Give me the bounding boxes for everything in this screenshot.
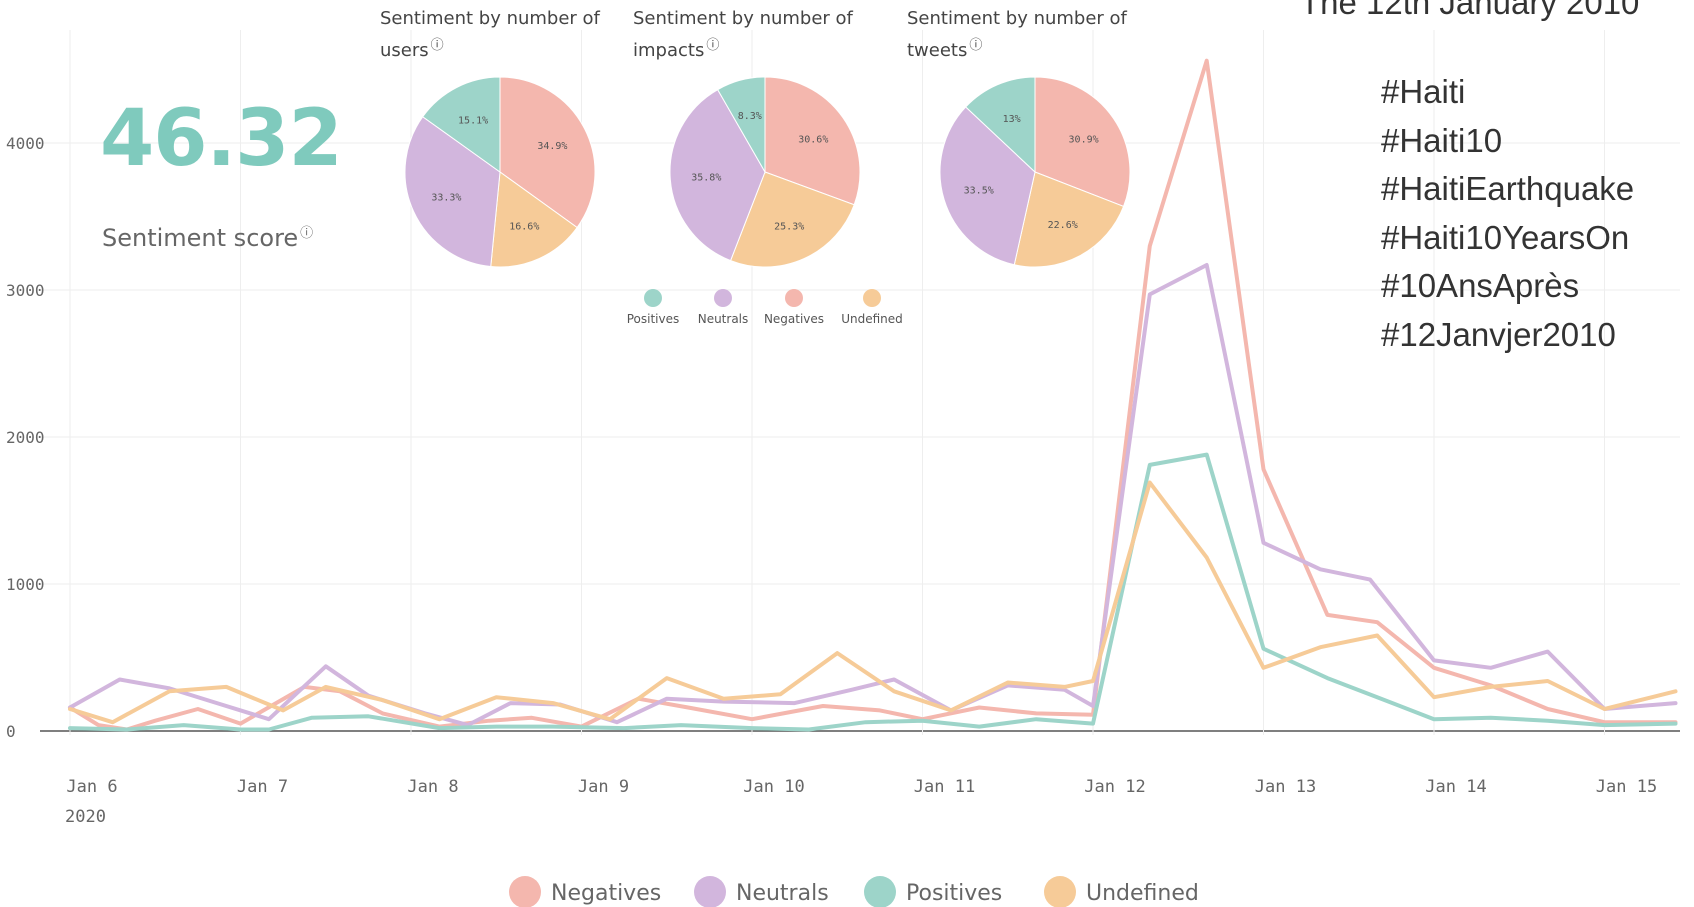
pie-slice-positives[interactable] (716, 76, 766, 174)
x-tick-label: Jan 7 (237, 777, 288, 797)
x-tick-label: Jan 10 (743, 777, 804, 797)
pie-slice-negatives[interactable] (1034, 76, 1131, 208)
pie-title-impacts-text: Sentiment by number of impacts (633, 8, 853, 61)
pie-slice-label: 33.3% (431, 192, 461, 203)
x-tick-label: Jan 13 (1255, 777, 1316, 797)
y-tick-label: 0 (6, 722, 16, 741)
legend-swatch-negatives[interactable] (509, 876, 541, 907)
x-axis-ticks: Jan 6 Jan 7 Jan 8 Jan 9 Jan 10 Jan 11 Jan 12 Ja… (65, 777, 1657, 827)
x-year-label: 2020 (65, 807, 106, 827)
pie-slice-label: 35.8% (691, 172, 721, 183)
pie-slice-label: 8.3% (738, 111, 762, 122)
hashtag-item[interactable]: #HaitiEarthquake (1381, 170, 1635, 207)
sentiment-score-label: Sentiment score ⓘ (102, 222, 313, 252)
legend-label-negatives[interactable]: Negatives (551, 881, 661, 906)
series-line-positives[interactable] (68, 452, 1678, 732)
legend-swatch-undefined[interactable] (1044, 876, 1076, 907)
pie-legend-label-positives[interactable]: Positives (627, 312, 680, 326)
series-line-undefined[interactable] (68, 480, 1678, 725)
pie-legend-swatch-negatives[interactable] (785, 289, 803, 307)
x-tick-label: Jan 8 (407, 777, 458, 797)
legend-label-undefined[interactable]: Undefined (1086, 881, 1199, 906)
x-tick-label: Jan 12 (1084, 777, 1145, 797)
series-lines (68, 58, 1678, 732)
pie-slice-label: 34.9% (537, 141, 567, 152)
pie-slice-label: 15.1% (458, 116, 488, 127)
pie-slice-label: 13% (1003, 114, 1021, 125)
x-tick-label: Jan 14 (1425, 777, 1486, 797)
pie-legend-label-undefined[interactable]: Undefined (841, 312, 903, 326)
pie-slice-undefined[interactable] (1013, 171, 1125, 268)
x-tick-label: Jan 9 (578, 777, 629, 797)
x-tick-label: Jan 6 (66, 777, 117, 797)
pie-chart-users: 34.9% 16.6% 33.3% 15.1% (404, 76, 596, 268)
hashtag-list: #Haiti #Haiti10 #HaitiEarthquake #Haiti10Ye… (1381, 68, 1634, 359)
series-line-negatives[interactable] (68, 58, 1678, 732)
pie-slice-label: 22.6% (1048, 220, 1078, 231)
x-tick-label: Jan 15 (1596, 777, 1657, 797)
pie-legend-swatch-neutrals[interactable] (714, 289, 732, 307)
help-icon[interactable]: ⓘ (300, 226, 314, 241)
sentiment-score-text: Sentiment score (102, 224, 299, 252)
x-tick-label: Jan 11 (914, 777, 975, 797)
y-tick-label: 1000 (6, 575, 45, 594)
sentiment-score-value: 46.32 (100, 94, 343, 184)
y-tick-label: 3000 (6, 281, 45, 300)
pie-slice-negatives[interactable] (499, 76, 596, 229)
pie-legend-swatch-positives[interactable] (644, 289, 662, 307)
hashtag-item[interactable]: #Haiti (1381, 73, 1466, 110)
pie-title-impacts: Sentiment by number of impacts ⓘ (633, 5, 883, 64)
pie-slice-positives[interactable] (965, 76, 1036, 174)
pie-title-users: Sentiment by number of users ⓘ (380, 5, 630, 64)
legend-label-neutrals[interactable]: Neutrals (736, 881, 829, 906)
help-icon[interactable]: ⓘ (969, 38, 983, 53)
pie-slice-neutrals[interactable] (939, 106, 1036, 266)
date-title: The 12th January 2010 (1300, 0, 1640, 21)
y-tick-label: 4000 (6, 134, 45, 153)
pie-title-tweets: Sentiment by number of tweets ⓘ (907, 5, 1157, 64)
hashtag-item[interactable]: #Haiti10YearsOn (1381, 218, 1630, 256)
pie-slice-label: 30.6% (798, 134, 828, 145)
legend-label-positives[interactable]: Positives (906, 881, 1002, 906)
pie-slice-label: 33.5% (964, 185, 994, 196)
y-tick-label: 2000 (6, 428, 45, 447)
pie-slice-label: 25.3% (774, 222, 804, 233)
chart-legend: Negatives Neutrals Positives Undefined (509, 876, 1199, 907)
pie-slice-positives[interactable] (422, 76, 501, 173)
pie-chart-impacts: 30.6% 25.3% 35.8% 8.3% (669, 76, 861, 268)
pie-slice-neutrals[interactable] (404, 116, 501, 268)
hashtag-item[interactable]: #10AnsAprès (1381, 267, 1580, 304)
hashtag-item[interactable]: #12Janvjer2010 (1381, 315, 1616, 353)
pie-chart-tweets: 30.9% 22.6% 33.5% 13% (939, 76, 1131, 268)
pie-title-users-text: Sentiment by number of users (380, 8, 600, 61)
pie-slice-label: 16.6% (509, 222, 539, 233)
legend-swatch-neutrals[interactable] (694, 876, 726, 907)
help-icon[interactable]: ⓘ (430, 38, 444, 53)
pie-title-tweets-text: Sentiment by number of tweets (907, 8, 1127, 61)
pie-slice-undefined[interactable] (490, 171, 578, 268)
pie-legend-label-neutrals[interactable]: Neutrals (698, 312, 749, 326)
pie-legend-swatch-undefined[interactable] (863, 289, 881, 307)
pie-slice-neutrals[interactable] (669, 88, 766, 262)
pie-legend: Positives Neutrals Negatives Undefined (627, 289, 903, 326)
pie-slice-undefined[interactable] (729, 171, 855, 268)
help-icon[interactable]: ⓘ (706, 38, 720, 53)
pie-slice-label: 30.9% (1069, 135, 1099, 146)
hashtag-item[interactable]: #Haiti10 (1381, 121, 1503, 159)
pie-legend-label-negatives[interactable]: Negatives (764, 312, 824, 326)
series-line-neutrals[interactable] (68, 263, 1678, 728)
legend-swatch-positives[interactable] (864, 876, 896, 907)
pie-slice-negatives[interactable] (764, 76, 861, 206)
y-axis-ticks: 0 1000 2000 3000 4000 (6, 134, 45, 741)
